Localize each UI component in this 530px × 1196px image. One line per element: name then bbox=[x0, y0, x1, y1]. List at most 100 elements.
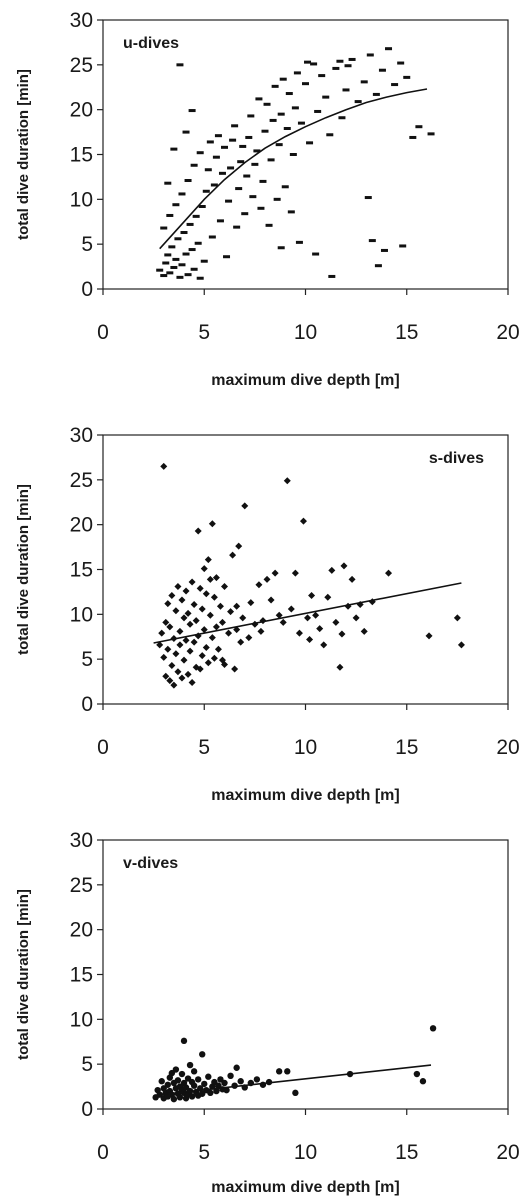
data-point bbox=[218, 171, 226, 175]
data-point bbox=[267, 158, 275, 162]
data-point bbox=[214, 645, 222, 653]
data-point bbox=[212, 155, 220, 159]
data-point bbox=[352, 614, 360, 622]
data-point bbox=[360, 627, 368, 635]
data-point bbox=[202, 644, 210, 652]
data-point bbox=[206, 575, 214, 583]
data-point bbox=[344, 64, 352, 68]
data-point bbox=[180, 1037, 188, 1045]
y-tick-label: 5 bbox=[81, 233, 93, 256]
data-point bbox=[160, 226, 168, 230]
panel-title: v-dives bbox=[123, 855, 178, 872]
data-point bbox=[182, 636, 190, 644]
data-point bbox=[178, 192, 186, 196]
data-point bbox=[312, 611, 320, 619]
data-point bbox=[160, 653, 168, 661]
data-point bbox=[160, 274, 168, 278]
data-point bbox=[332, 66, 340, 70]
data-point bbox=[156, 641, 164, 649]
data-point bbox=[285, 92, 293, 96]
data-point bbox=[166, 623, 174, 631]
data-point bbox=[340, 562, 348, 570]
data-point bbox=[283, 126, 291, 130]
data-point bbox=[304, 60, 312, 64]
y-tick-label: 5 bbox=[81, 1053, 93, 1076]
data-point bbox=[200, 626, 208, 634]
y-tick-label: 0 bbox=[81, 1098, 93, 1121]
data-point bbox=[399, 244, 407, 248]
data-point bbox=[176, 627, 184, 635]
data-point bbox=[160, 462, 168, 470]
data-point bbox=[257, 206, 265, 210]
data-point bbox=[284, 1068, 291, 1075]
y-axis-label: total dive duration [min] bbox=[15, 484, 32, 655]
data-point bbox=[320, 641, 328, 649]
plot-frame bbox=[102, 839, 509, 1110]
data-point bbox=[297, 121, 305, 125]
x-tick-label: 10 bbox=[294, 321, 317, 344]
data-point bbox=[190, 638, 198, 646]
data-point bbox=[174, 237, 182, 241]
data-point bbox=[223, 1086, 230, 1094]
data-point bbox=[201, 1080, 208, 1088]
data-point bbox=[328, 566, 336, 574]
data-point bbox=[324, 593, 332, 601]
data-point bbox=[172, 607, 180, 615]
data-point bbox=[166, 271, 174, 275]
x-tick-label: 5 bbox=[198, 321, 210, 344]
data-point bbox=[328, 274, 336, 278]
x-tick-label: 10 bbox=[294, 736, 317, 759]
data-point bbox=[221, 145, 228, 149]
data-point bbox=[322, 95, 330, 99]
data-point bbox=[292, 1089, 299, 1097]
data-point bbox=[293, 71, 301, 75]
data-point bbox=[162, 672, 170, 680]
data-point bbox=[360, 80, 368, 84]
data-point bbox=[287, 605, 295, 613]
plot-frame bbox=[102, 434, 509, 705]
data-point bbox=[164, 181, 172, 185]
data-point bbox=[190, 600, 198, 608]
data-point bbox=[275, 143, 283, 147]
data-point bbox=[385, 47, 393, 51]
data-point bbox=[275, 1068, 283, 1075]
data-point bbox=[419, 1078, 427, 1085]
data-point bbox=[403, 75, 411, 79]
y-tick-label: 20 bbox=[70, 99, 93, 122]
chart-panel-v-dives: 0 5 10 15 20 25 30 0 5 10 15 20 maximum dive depth [… bbox=[15, 829, 520, 1196]
data-point bbox=[233, 1064, 240, 1071]
data-point bbox=[196, 151, 204, 155]
data-point bbox=[184, 670, 192, 678]
data-point bbox=[212, 623, 220, 631]
trend-line bbox=[159, 88, 428, 250]
data-point bbox=[261, 129, 269, 133]
data-point bbox=[380, 248, 388, 252]
data-point bbox=[308, 592, 316, 600]
data-point bbox=[188, 248, 196, 252]
data-point bbox=[156, 268, 164, 272]
data-point bbox=[158, 1078, 165, 1085]
y-axis-label: total dive duration [min] bbox=[15, 69, 32, 240]
data-point bbox=[291, 106, 299, 110]
y-tick-label: 30 bbox=[70, 424, 93, 447]
data-point bbox=[391, 83, 399, 87]
data-point bbox=[170, 147, 178, 151]
data-point bbox=[218, 618, 226, 626]
data-point bbox=[277, 246, 285, 250]
data-point bbox=[310, 62, 318, 66]
data-point bbox=[277, 112, 285, 116]
data-point bbox=[180, 231, 188, 235]
data-point bbox=[194, 527, 202, 535]
data-point bbox=[354, 100, 362, 104]
data-point bbox=[453, 614, 461, 622]
data-point bbox=[409, 135, 417, 139]
y-tick-label: 25 bbox=[70, 874, 93, 897]
data-point bbox=[158, 629, 166, 637]
data-point bbox=[174, 583, 182, 591]
data-point bbox=[216, 602, 224, 610]
x-tick-label: 0 bbox=[97, 736, 109, 759]
data-point bbox=[168, 592, 176, 600]
data-point bbox=[372, 92, 380, 96]
data-point bbox=[275, 611, 283, 619]
data-point bbox=[164, 253, 172, 257]
